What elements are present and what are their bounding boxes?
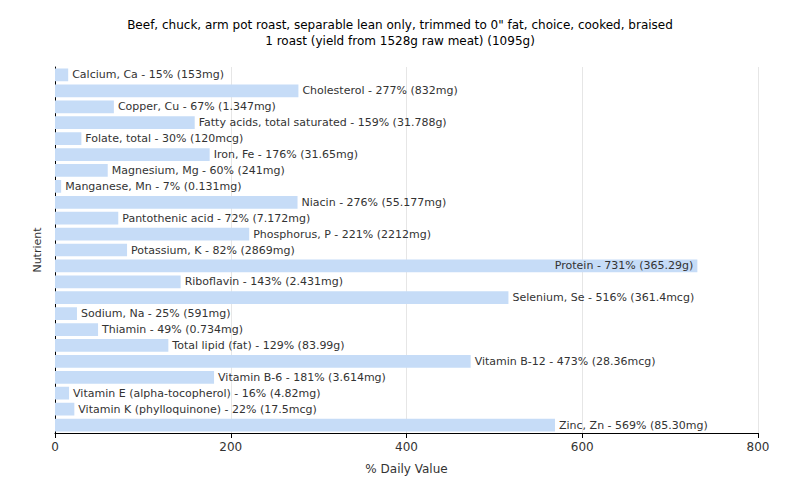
- svg-text:600: 600: [571, 440, 594, 454]
- svg-text:800: 800: [747, 440, 770, 454]
- svg-text:0: 0: [51, 440, 59, 454]
- svg-text:Thiamin - 49% (0.734mg): Thiamin - 49% (0.734mg): [101, 323, 243, 336]
- svg-text:Fatty acids, total saturated -: Fatty acids, total saturated - 159% (31.…: [199, 116, 447, 129]
- svg-text:Folate, total - 30% (120mcg): Folate, total - 30% (120mcg): [85, 132, 243, 145]
- svg-text:Potassium, K - 82% (2869mg): Potassium, K - 82% (2869mg): [131, 244, 295, 257]
- svg-text:Calcium, Ca - 15% (153mg): Calcium, Ca - 15% (153mg): [72, 68, 224, 81]
- svg-text:Vitamin B-12 - 473% (28.36mcg): Vitamin B-12 - 473% (28.36mcg): [475, 355, 656, 368]
- svg-text:Selenium, Se - 516% (361.4mcg): Selenium, Se - 516% (361.4mcg): [512, 291, 694, 304]
- svg-text:Zinc, Zn - 569% (85.30mg): Zinc, Zn - 569% (85.30mg): [559, 419, 708, 432]
- svg-text:Vitamin K (phylloquinone) - 22: Vitamin K (phylloquinone) - 22% (17.5mcg…: [78, 403, 316, 416]
- svg-text:Protein - 731% (365.29g): Protein - 731% (365.29g): [555, 259, 694, 272]
- svg-text:Total lipid (fat) - 129% (83.9: Total lipid (fat) - 129% (83.99g): [171, 339, 344, 352]
- svg-text:Nutrient: Nutrient: [31, 227, 44, 273]
- svg-text:Phosphorus, P - 221% (2212mg): Phosphorus, P - 221% (2212mg): [253, 228, 431, 241]
- svg-text:400: 400: [395, 440, 418, 454]
- svg-text:Pantothenic acid - 72% (7.172m: Pantothenic acid - 72% (7.172mg): [122, 212, 310, 225]
- svg-text:Magnesium, Mg - 60% (241mg): Magnesium, Mg - 60% (241mg): [112, 164, 285, 177]
- svg-text:Vitamin E (alpha-tocopherol) -: Vitamin E (alpha-tocopherol) - 16% (4.82…: [73, 387, 320, 400]
- svg-text:Vitamin B-6 - 181% (3.614mg): Vitamin B-6 - 181% (3.614mg): [218, 371, 386, 384]
- svg-text:Cholesterol - 277% (832mg): Cholesterol - 277% (832mg): [302, 84, 457, 97]
- svg-text:Manganese, Mn - 7% (0.131mg): Manganese, Mn - 7% (0.131mg): [65, 180, 241, 193]
- svg-text:Niacin - 276% (55.177mg): Niacin - 276% (55.177mg): [302, 196, 447, 209]
- svg-text:Riboflavin - 143% (2.431mg): Riboflavin - 143% (2.431mg): [185, 275, 343, 288]
- svg-text:Iron, Fe - 176% (31.65mg): Iron, Fe - 176% (31.65mg): [214, 148, 358, 161]
- svg-text:Beef, chuck, arm pot roast, se: Beef, chuck, arm pot roast, separable le…: [127, 18, 673, 32]
- svg-text:200: 200: [219, 440, 242, 454]
- svg-text:1 roast (yield from 1528g raw: 1 roast (yield from 1528g raw meat) (109…: [265, 34, 535, 48]
- svg-text:% Daily Value: % Daily Value: [365, 462, 447, 476]
- svg-text:Copper, Cu - 67% (1.347mg): Copper, Cu - 67% (1.347mg): [118, 100, 276, 113]
- svg-text:Sodium, Na - 25% (591mg): Sodium, Na - 25% (591mg): [81, 307, 231, 320]
